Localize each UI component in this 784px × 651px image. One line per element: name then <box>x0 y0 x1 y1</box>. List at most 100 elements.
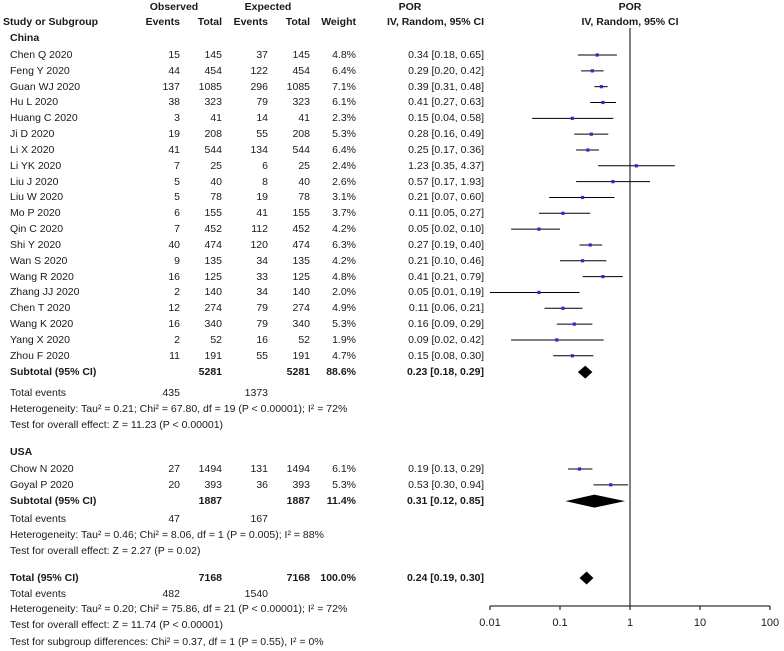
x-tick-label-2: 0.1 <box>552 617 567 629</box>
study-row-2-weight: 6.4% <box>332 64 356 77</box>
study-row-6-ci-text: 0.28 [0.16, 0.49] <box>408 128 484 141</box>
study-row-4-obs-events: 38 <box>168 96 180 109</box>
study-row-20-point <box>570 354 574 358</box>
usa-row-2-obs-total: 393 <box>204 478 222 491</box>
usa-row-1-point <box>577 467 582 471</box>
study-row-9-point <box>611 180 615 184</box>
study-row-12-exp-events: 112 <box>251 223 268 236</box>
study-row-3-name: Guan WJ 2020 <box>10 80 81 93</box>
heterogeneity-china: Heterogeneity: Tau² = 0.21; Chi² = 67.80… <box>10 403 348 415</box>
study-row-5-point <box>570 116 574 120</box>
study-row-1-name: Chen Q 2020 <box>10 49 73 61</box>
study-row-1-ci-text: 0.34 [0.18, 0.65] <box>408 49 484 61</box>
overall-effect-usa: Test for overall effect: Z = 2.27 (P = 0… <box>10 545 201 557</box>
study-row-2-obs-total: 454 <box>204 64 222 77</box>
study-row-16-obs-events: 2 <box>174 286 180 299</box>
study-row-8-obs-total: 25 <box>210 159 222 172</box>
subtotal-usa-exp-total: 1887 <box>286 494 310 507</box>
group-title-usa: USA <box>10 446 33 458</box>
study-row-11-obs-events: 6 <box>174 207 180 220</box>
study-row-18-exp-total: 340 <box>292 318 310 331</box>
total-diamond <box>579 571 594 585</box>
study-row-19-ci-text: 0.09 [0.02, 0.42] <box>408 333 484 346</box>
study-row-4-exp-total: 323 <box>292 96 310 109</box>
study-row-20-ci-text: 0.15 [0.08, 0.30] <box>408 349 484 362</box>
study-row-11-weight: 3.7% <box>332 207 356 220</box>
study-row-16-point <box>537 290 541 295</box>
study-row-5-obs-events: 3 <box>174 112 180 125</box>
subtotal-china-diamond <box>577 365 593 379</box>
study-row-3-obs-events: 137 <box>162 80 180 93</box>
study-row-18-weight: 5.3% <box>332 318 356 331</box>
study-row-6-point <box>589 132 593 136</box>
study-row-1-exp-events: 37 <box>256 49 268 61</box>
study-row-5-exp-events: 14 <box>256 112 268 125</box>
study-row-20-obs-total: 191 <box>204 349 222 362</box>
total-events-china-label: Total events <box>10 387 67 399</box>
study-row-18-obs-events: 16 <box>168 318 180 331</box>
study-row-15-name: Wang R 2020 <box>10 270 74 283</box>
study-row-4-exp-events: 79 <box>256 96 268 109</box>
total-events-usa-exp: 167 <box>250 513 268 525</box>
total-label: Total (95% CI) <box>10 572 79 584</box>
study-row-14-obs-total: 135 <box>204 254 222 267</box>
study-row-17-weight: 4.9% <box>332 302 356 315</box>
study-row-13-exp-total: 474 <box>292 238 310 251</box>
usa-row-2-exp-events: 36 <box>256 478 268 491</box>
subtotal-usa-diamond <box>565 494 626 508</box>
study-row-10-obs-events: 5 <box>174 191 180 204</box>
usa-row-2-name: Goyal P 2020 <box>10 478 74 491</box>
study-row-11-exp-total: 155 <box>292 207 310 220</box>
study-row-15-ci-text: 0.41 [0.21, 0.79] <box>408 270 484 283</box>
study-row-11-point <box>561 211 565 215</box>
study-row-12-obs-events: 7 <box>174 223 180 236</box>
study-row-9-obs-total: 40 <box>210 175 222 188</box>
study-row-12-ci-text: 0.05 [0.02, 0.10] <box>408 223 484 236</box>
header-por-left: POR <box>398 1 422 13</box>
usa-row-1-exp-events: 131 <box>250 463 268 475</box>
usa-row-2-point <box>609 483 613 487</box>
total-events-china-exp: 1373 <box>244 387 268 399</box>
study-row-11-exp-events: 41 <box>256 207 268 220</box>
header-weight: Weight <box>321 16 356 28</box>
usa-row-2-exp-total: 393 <box>292 478 310 491</box>
study-row-12-point <box>537 227 541 231</box>
study-row-11-name: Mo P 2020 <box>10 207 61 220</box>
study-row-2-obs-events: 44 <box>168 64 180 77</box>
study-row-19-obs-total: 52 <box>210 333 222 346</box>
usa-row-1-obs-total: 1494 <box>198 463 222 475</box>
header-expected: Expected <box>244 1 292 13</box>
total-exp-total: 7168 <box>286 572 310 584</box>
study-row-15-obs-total: 125 <box>204 270 222 283</box>
study-row-17-exp-events: 79 <box>256 302 268 315</box>
study-row-8-ci-text: 1.23 [0.35, 4.37] <box>408 159 484 172</box>
total-events-exp: 1540 <box>244 588 268 600</box>
study-row-13-obs-total: 474 <box>204 238 222 251</box>
study-row-16-ci-text: 0.05 [0.01, 0.19] <box>408 286 484 299</box>
header-method-left: IV, Random, 95% CI <box>386 16 484 28</box>
study-row-20-weight: 4.7% <box>332 349 356 362</box>
study-row-3-exp-total: 1085 <box>286 80 310 93</box>
usa-row-1-name: Chow N 2020 <box>10 463 74 475</box>
subtotal-usa-obs-total: 1887 <box>198 494 222 507</box>
subtotal-china-weight: 88.6% <box>326 365 356 378</box>
study-row-9-obs-events: 5 <box>174 175 180 188</box>
study-row-15-exp-total: 125 <box>292 270 310 283</box>
study-row-20-exp-events: 55 <box>256 349 268 362</box>
total-events-obs: 482 <box>162 588 180 600</box>
study-row-10-ci-text: 0.21 [0.07, 0.60] <box>408 191 484 204</box>
study-row-1-point <box>595 53 599 57</box>
total-events-china-obs: 435 <box>162 387 180 399</box>
group-title-china: China <box>10 32 40 44</box>
usa-row-1-ci-text: 0.19 [0.13, 0.29] <box>408 463 484 475</box>
study-row-8-weight: 2.4% <box>332 159 356 172</box>
study-row-19-exp-events: 16 <box>256 333 268 346</box>
study-row-3-weight: 7.1% <box>332 80 356 93</box>
heterogeneity-total: Heterogeneity: Tau² = 0.20; Chi² = 75.86… <box>10 603 348 615</box>
study-row-4-weight: 6.1% <box>332 96 356 109</box>
study-row-10-exp-events: 19 <box>256 191 268 204</box>
x-tick-label-1: 0.01 <box>479 617 500 629</box>
study-row-13-point <box>588 243 592 247</box>
study-row-1-obs-total: 145 <box>204 49 222 61</box>
header-method-right: IV, Random, 95% CI <box>581 16 679 28</box>
